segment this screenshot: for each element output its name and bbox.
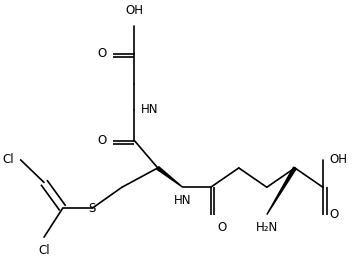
Text: O: O bbox=[329, 208, 338, 221]
Text: Cl: Cl bbox=[3, 153, 14, 166]
Polygon shape bbox=[157, 167, 183, 187]
Text: S: S bbox=[89, 202, 96, 215]
Text: OH: OH bbox=[125, 4, 143, 17]
Text: O: O bbox=[97, 47, 106, 60]
Text: O: O bbox=[217, 221, 226, 234]
Text: O: O bbox=[97, 134, 106, 147]
Text: Cl: Cl bbox=[38, 244, 50, 257]
Text: OH: OH bbox=[329, 153, 347, 166]
Text: HN: HN bbox=[174, 194, 191, 207]
Text: H₂N: H₂N bbox=[256, 221, 278, 234]
Text: HN: HN bbox=[140, 103, 158, 116]
Polygon shape bbox=[267, 167, 296, 215]
